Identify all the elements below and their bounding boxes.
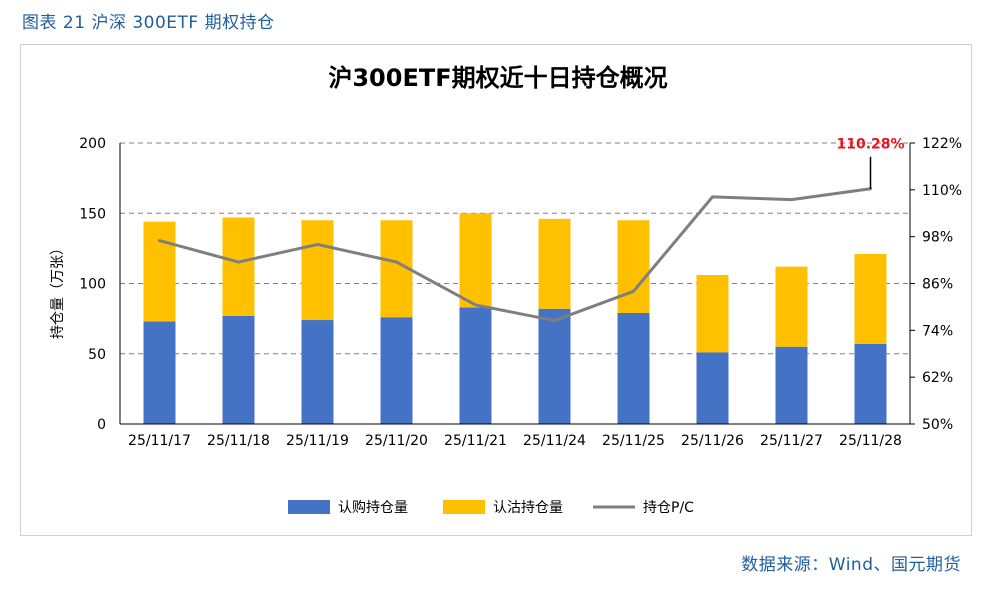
bar-call-25/11/28 <box>854 343 887 424</box>
bar-put-25/11/21 <box>459 213 492 308</box>
y2-tick-98%: 98% <box>922 230 953 246</box>
y-tick-0: 0 <box>97 417 106 433</box>
bar-call-25/11/18 <box>222 315 255 424</box>
bar-call-25/11/21 <box>459 307 492 424</box>
y-tick-100: 100 <box>79 277 106 293</box>
bar-put-25/11/27 <box>775 266 808 347</box>
bar-call-25/11/25 <box>617 313 650 424</box>
axes <box>119 142 915 425</box>
annotation-label: 110.28% <box>836 137 904 153</box>
bar-call-25/11/19 <box>301 320 334 424</box>
x-tick-25/11/21: 25/11/21 <box>444 433 507 449</box>
y-tick-50: 50 <box>88 347 106 363</box>
bar-put-25/11/26 <box>696 275 729 353</box>
y2-tick-62%: 62% <box>922 370 953 386</box>
bar-put-25/11/18 <box>222 217 255 316</box>
pc-point-25/11/24 <box>553 319 556 323</box>
bars <box>143 213 887 424</box>
x-tick-25/11/26: 25/11/26 <box>681 433 744 449</box>
pc-point-25/11/17 <box>158 239 161 243</box>
pc-point-25/11/27 <box>790 198 793 202</box>
y2-tick-122%: 122% <box>922 136 962 152</box>
bar-call-25/11/20 <box>380 317 413 424</box>
pc-point-25/11/21 <box>474 303 477 307</box>
x-tick-25/11/25: 25/11/25 <box>602 433 665 449</box>
pc-line-path <box>159 187 871 323</box>
pc-point-25/11/25 <box>632 289 635 293</box>
x-tick-25/11/24: 25/11/24 <box>523 433 586 449</box>
legend-call-label: 认购持仓量 <box>338 500 408 516</box>
y-axis-label: 持仓量（万张） <box>50 241 66 339</box>
bar-call-25/11/24 <box>538 308 571 424</box>
y-tick-200: 200 <box>79 136 106 152</box>
bar-put-25/11/25 <box>617 220 650 314</box>
bar-put-25/11/17 <box>143 221 176 322</box>
y-tick-150: 150 <box>79 206 106 222</box>
annotation: 110.28% <box>836 137 905 189</box>
legend-put-swatch <box>443 500 485 514</box>
legend: 认购持仓量 认沽持仓量 持仓P/C <box>288 500 694 516</box>
x-tick-25/11/17: 25/11/17 <box>128 433 191 449</box>
x-tick-25/11/18: 25/11/18 <box>207 433 270 449</box>
pc-point-25/11/18 <box>237 260 240 264</box>
source-note: 数据来源：Wind、国元期货 <box>741 555 961 575</box>
bar-call-25/11/17 <box>143 321 176 424</box>
y2-tick-110%: 110% <box>922 183 962 199</box>
pc-point-25/11/26 <box>711 195 714 199</box>
chart-frame <box>20 44 972 536</box>
bar-put-25/11/28 <box>854 253 887 344</box>
y2-tick-86%: 86% <box>922 277 953 293</box>
pc-line <box>158 187 872 323</box>
x-tick-25/11/20: 25/11/20 <box>365 433 428 449</box>
bar-call-25/11/27 <box>775 346 808 424</box>
y2-tick-50%: 50% <box>922 417 953 433</box>
x-tick-25/11/19: 25/11/19 <box>286 433 349 449</box>
legend-put-label: 认沽持仓量 <box>493 500 563 516</box>
x-tick-25/11/28: 25/11/28 <box>839 433 902 449</box>
bar-call-25/11/26 <box>696 352 729 424</box>
pc-point-25/11/19 <box>316 242 319 246</box>
chart-title: 沪300ETF期权近十日持仓概况 <box>328 64 667 92</box>
legend-pc-label: 持仓P/C <box>643 500 694 516</box>
tick-labels: 0 50 100 150 200 50% 62% 74% 86% 98% 110% 122% 25/11… <box>79 136 962 449</box>
pc-point-25/11/20 <box>395 260 398 264</box>
bar-put-25/11/24 <box>538 218 571 309</box>
bar-put-25/11/19 <box>301 220 334 321</box>
figure-title: 图表 21 沪深 300ETF 期权持仓 <box>22 13 275 33</box>
x-tick-25/11/27: 25/11/27 <box>760 433 823 449</box>
legend-call-swatch <box>288 500 330 514</box>
y2-tick-74%: 74% <box>922 323 953 339</box>
